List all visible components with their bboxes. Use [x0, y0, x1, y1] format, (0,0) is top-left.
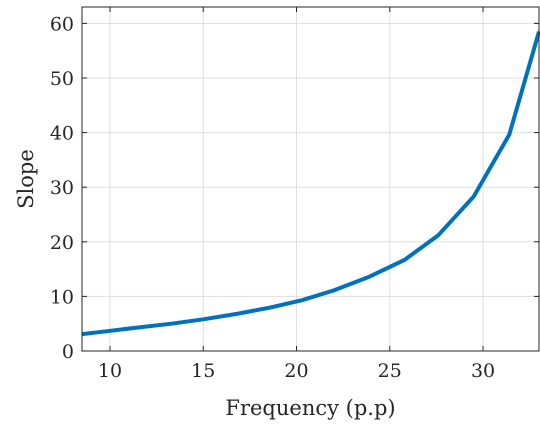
tick-layer: 10 15 20 25 30 0 10 20 30 40 50 60 [50, 7, 539, 382]
y-tick-label: 50 [50, 68, 74, 90]
plot-frame [81, 6, 540, 352]
x-tick-label: 25 [378, 360, 402, 382]
y-tick-label: 20 [50, 232, 74, 254]
y-tick-label: 10 [50, 286, 74, 308]
x-axis-label: Frequency (p.p) [225, 396, 395, 420]
y-tick-label: 30 [50, 177, 74, 199]
x-tick-label: 20 [284, 360, 308, 382]
series-layer [81, 31, 540, 337]
y-tick-label: 60 [50, 13, 74, 35]
y-tick-label: 40 [50, 123, 74, 145]
series-line-1 [81, 31, 540, 337]
x-tick-label: 15 [191, 360, 215, 382]
x-tick-label: 10 [98, 360, 122, 382]
x-tick-label: 30 [471, 360, 495, 382]
y-axis-label: Slope [14, 149, 38, 209]
y-tick-label: 0 [62, 341, 74, 363]
